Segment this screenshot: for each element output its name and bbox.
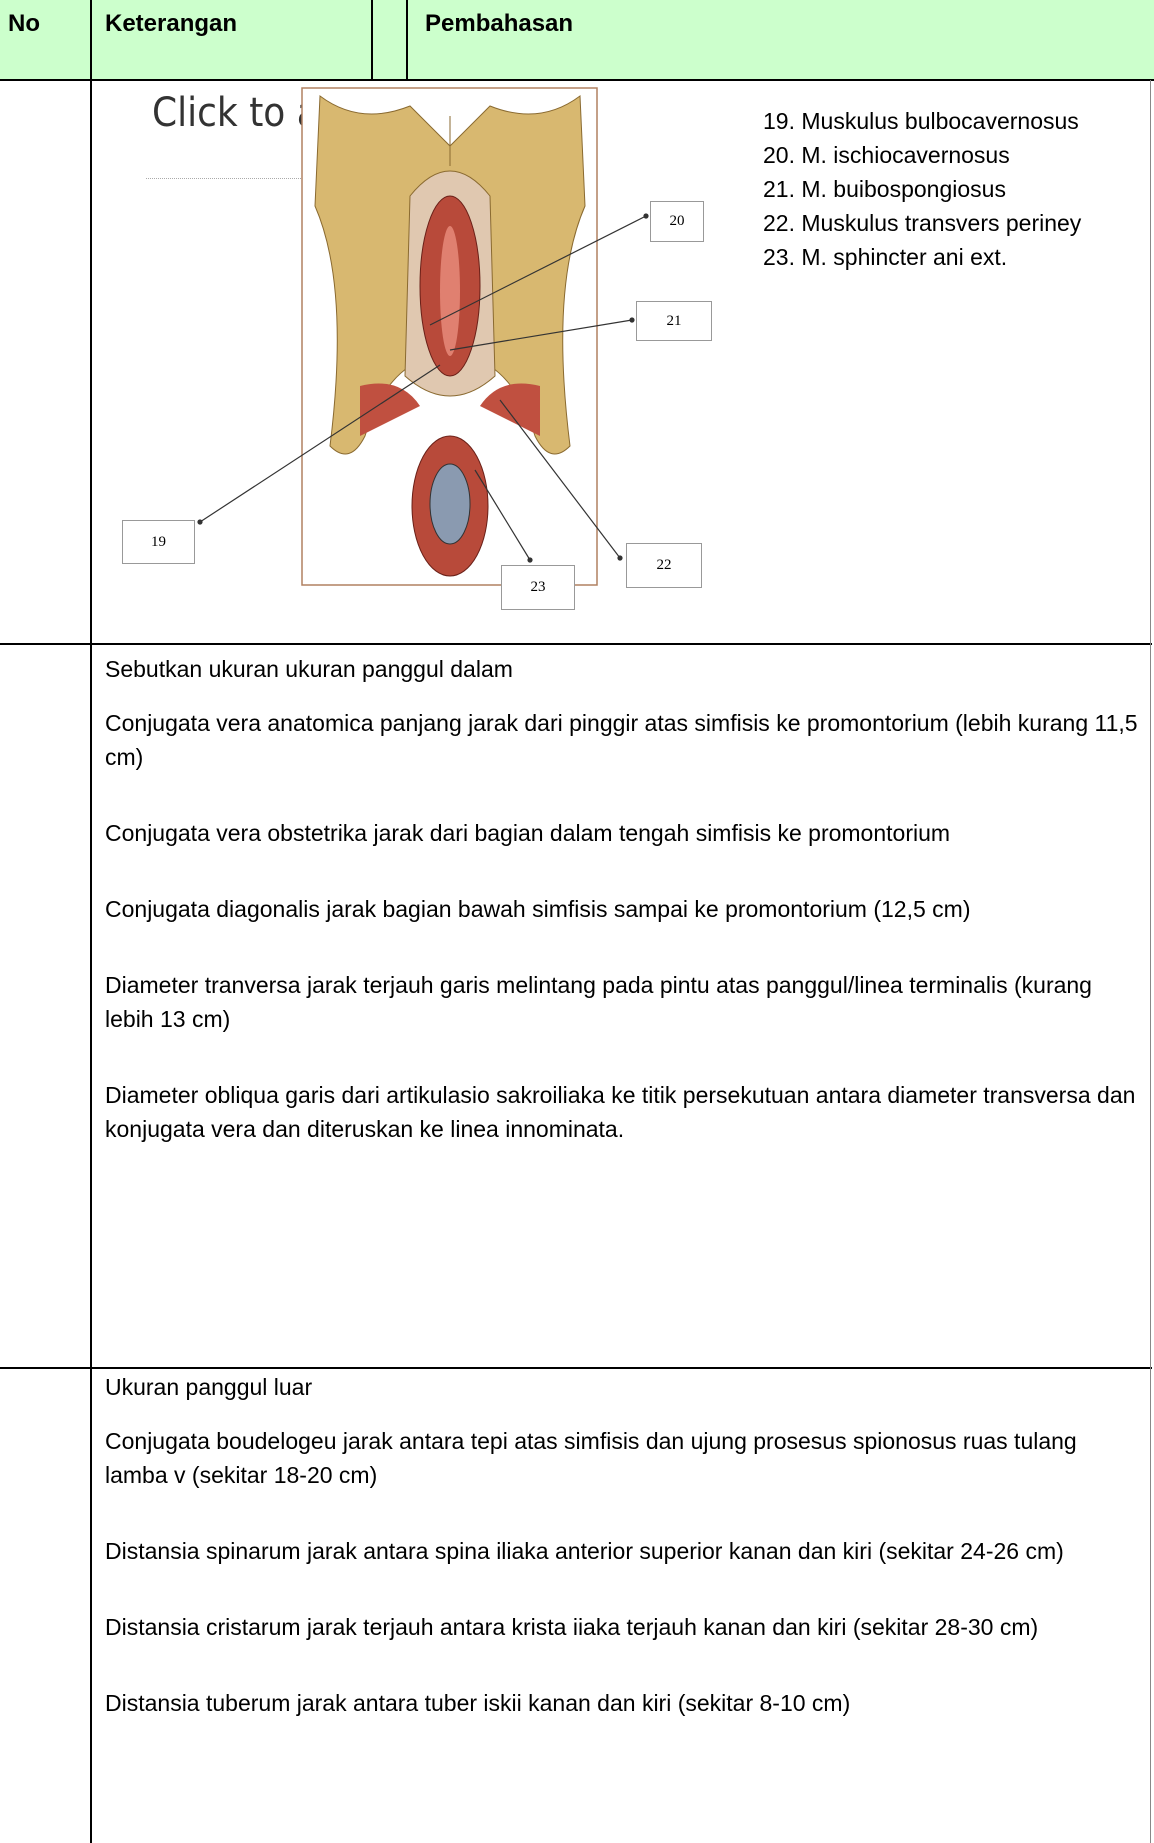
paragraph: Diameter obliqua garis dari artikulasio … bbox=[105, 1082, 1136, 1142]
figure-label: 20 bbox=[650, 201, 704, 242]
anatomy-figure bbox=[301, 87, 598, 586]
section: Ukuran panggul luar Conjugata boudelogeu… bbox=[105, 1370, 1145, 1762]
header-pembahasan: Pembahasan bbox=[425, 10, 574, 37]
paragraph: Conjugata diagonalis jarak bagian bawah … bbox=[105, 896, 971, 922]
muscle-list: 19. Muskulus bulbocavernosus 20. M. isch… bbox=[763, 104, 1093, 274]
rule bbox=[0, 79, 1154, 81]
header-no: No bbox=[8, 10, 40, 37]
rule bbox=[0, 643, 1152, 645]
header-keterangan: Keterangan bbox=[105, 10, 238, 37]
list-item: 20. M. ischiocavernosus bbox=[763, 142, 1010, 168]
rule bbox=[371, 0, 373, 80]
list-item: 23. M. sphincter ani ext. bbox=[763, 244, 1008, 270]
paragraph: Diameter tranversa jarak terjauh garis m… bbox=[105, 972, 1092, 1032]
figure-label: 22 bbox=[626, 543, 702, 588]
paragraph: Conjugata vera anatomica panjang jarak d… bbox=[105, 710, 1138, 770]
section: Sebutkan ukuran ukuran panggul dalam Con… bbox=[105, 652, 1145, 1188]
leader-lines bbox=[197, 213, 649, 563]
paragraph: Distansia cristarum jarak terjauh antara… bbox=[105, 1614, 1039, 1640]
list-item: 21. M. buibospongiosus bbox=[763, 176, 1006, 202]
figure-label: 21 bbox=[636, 301, 712, 341]
paragraph: Conjugata vera obstetrika jarak dari bag… bbox=[105, 820, 951, 846]
rule bbox=[0, 1367, 1152, 1369]
rule bbox=[1150, 80, 1151, 1843]
list-item: 19. Muskulus bulbocavernosus bbox=[763, 108, 1079, 134]
header-bg bbox=[0, 0, 1154, 80]
paragraph: Conjugata boudelogeu jarak antara tepi a… bbox=[105, 1428, 1077, 1488]
figure-label: 23 bbox=[501, 565, 575, 610]
list-item: 22. Muskulus transvers periney bbox=[763, 210, 1082, 236]
paragraph: Distansia tuberum jarak antara tuber isk… bbox=[105, 1690, 851, 1716]
rule bbox=[90, 0, 92, 1843]
section-title: Ukuran panggul luar bbox=[105, 1374, 313, 1400]
section-title: Sebutkan ukuran ukuran panggul dalam bbox=[105, 656, 513, 682]
paragraph: Distansia spinarum jarak antara spina il… bbox=[105, 1538, 1064, 1564]
figure-label: 19 bbox=[122, 520, 195, 564]
rule bbox=[406, 0, 408, 80]
